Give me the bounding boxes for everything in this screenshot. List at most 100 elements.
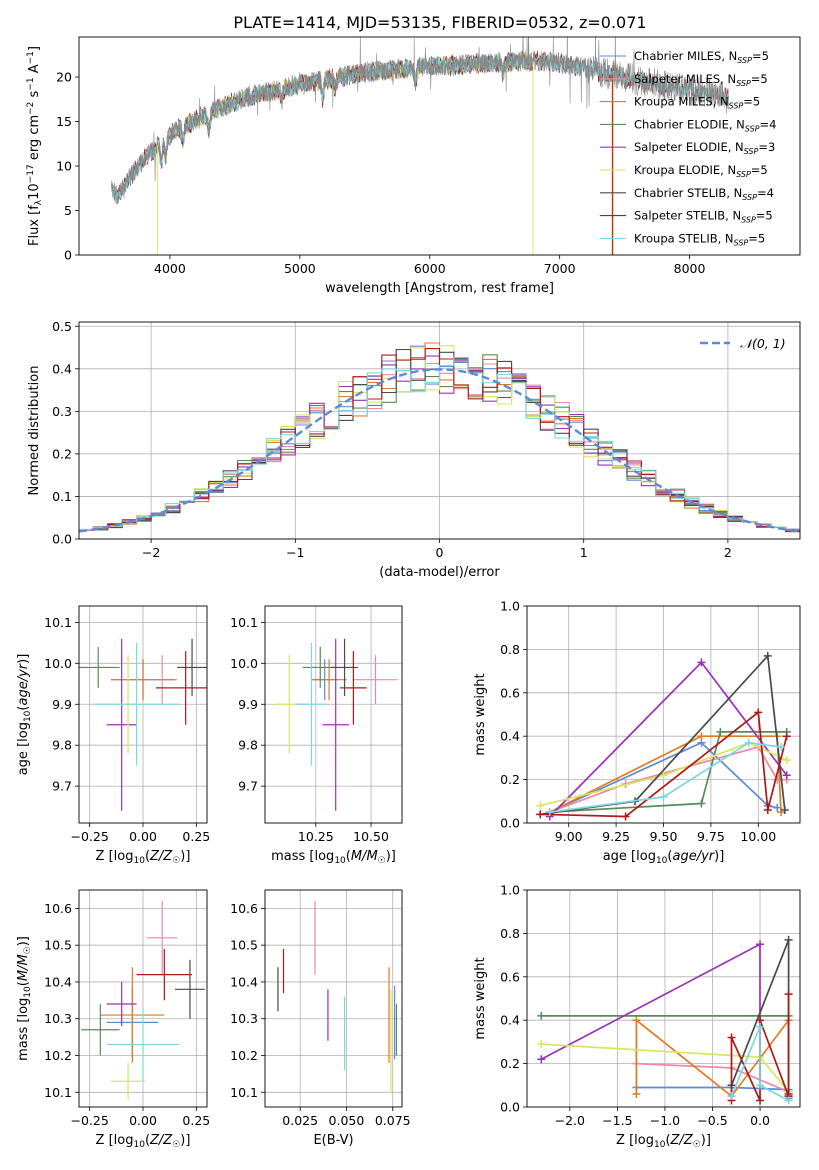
mass-vs-Z-xlabel: Z [log10(Z/Z☉)] [96, 1133, 191, 1150]
age-vs-Z-xlabel-part: Z/Z [149, 849, 173, 864]
age-vs-mass-ytick-label: 9.9 [238, 697, 258, 712]
weight-vs-age-point-marker [659, 771, 668, 780]
legend-entry-tail: =3 [758, 140, 775, 154]
spectrum-ytick-label: 15 [56, 114, 72, 129]
mass-vs-Z-ytick-label: 10.4 [44, 974, 72, 989]
mass-vs-ebv-ytick-label: 10.6 [230, 901, 258, 916]
age-vs-Z-ylabel-part: 10 [23, 710, 33, 722]
weight-vs-Z-series-line [730, 1026, 789, 1102]
weight-vs-Z-xlabel-part: 10 [654, 1140, 666, 1150]
age-vs-Z-ytick-label: 10.1 [44, 615, 72, 630]
mass-vs-Z-xlabel-part: ( [145, 1133, 150, 1148]
weight-vs-age-xtick-label: 9.00 [555, 829, 583, 844]
legend-entry-tail: =5 [748, 231, 765, 245]
legend-entry-tail: =4 [757, 186, 774, 200]
legend-entry-label: Chabrier ELODIE, N [634, 117, 745, 131]
spectrum-xlabel: wavelength [Angstrom, rest frame] [325, 281, 554, 296]
residuals-ytick-label: 0.1 [52, 489, 72, 504]
age-vs-Z-panel: −0.25 0.00 0.259.79.89.910.010.1Z [log10(Z… [16, 605, 210, 866]
residuals-plot-area [79, 322, 800, 539]
mass-vs-Z-xlabel-part: Z [log [96, 1133, 134, 1148]
weight-vs-age-series-line [540, 741, 788, 807]
residuals-xtick-label: 1 [580, 545, 588, 560]
spectrum-ylabel-part: 10 [27, 183, 42, 200]
weight-vs-age-point-marker [763, 805, 772, 814]
residuals-ytick-label: 0.0 [52, 532, 72, 547]
age-vs-mass-xlabel-part: M/M [351, 849, 378, 864]
weight-vs-Z-xlabel-part: Z/Z [670, 1133, 694, 1148]
weight-vs-age-ytick-label: 0.2 [500, 772, 520, 787]
mass-vs-ebv-ytick-label: 10.5 [230, 938, 258, 953]
spectrum-axes-frame [78, 36, 801, 256]
residuals-ylabel: Normed distribution [27, 366, 42, 496]
weight-vs-age-xlabel-part: age [log [603, 849, 656, 864]
legend-entry-sub: SSP [734, 238, 749, 247]
age-vs-Z-plot-area [79, 606, 207, 823]
residuals-xtick-label: 0 [436, 545, 444, 560]
weight-vs-age-xtick-label: 9.75 [697, 829, 725, 844]
age-vs-mass-panel: 10.25 10.50 9.7 9.8 9.9 10.0 10.1 mass [log10(M… [230, 605, 403, 866]
mass-vs-Z-ylabel-part: ☉ [23, 946, 33, 954]
weight-vs-Z-xlabel-part: ☉ [693, 1140, 701, 1150]
weight-vs-age-point-marker [716, 727, 725, 736]
weight-vs-Z-ytick-label: 0.8 [500, 926, 520, 941]
mass-vs-ebv-xtick-label: 0.025 [282, 1113, 318, 1128]
age-vs-mass-xlabel: mass [log10(M/M☉)] [271, 849, 396, 866]
residuals-legend-label: 𝒩(0, 1) [740, 336, 786, 351]
age-vs-Z-xtick-label: −0.25 [71, 829, 109, 844]
age-vs-Z-xlabel: Z [log10(Z/Z☉)] [96, 849, 191, 866]
age-vs-Z-ylabel-part: age/yr [16, 662, 31, 705]
spectrum-panel: 4000 5000 6000 7000 8000 0 5 10 15 20 wavelength [… [26, 36, 801, 296]
mass-vs-Z-ylabel-part: ( [16, 981, 31, 986]
legend-entry: Chabrier MILES, NSSP=5 [634, 49, 769, 65]
mass-vs-ebv-ytick-label: 10.3 [230, 1011, 258, 1026]
legend-entry-tail: =4 [760, 117, 777, 131]
age-vs-Z-ytick-label: 10.0 [44, 656, 72, 671]
spectrum-ylabel-part: −2 [26, 102, 36, 115]
legend-entry: Salpeter MILES, NSSP=5 [634, 72, 768, 88]
weight-vs-Z-point-marker [632, 1016, 641, 1025]
age-vs-mass-ytick-label: 9.7 [238, 779, 258, 794]
spectrum-ytick-label: 0 [64, 248, 72, 263]
spectrum-ylabel-part: −1 [26, 77, 36, 90]
age-vs-Z-ytick-label: 9.8 [52, 738, 72, 753]
spectrum-ytick-label: 20 [56, 70, 72, 85]
weight-vs-Z-point-marker [727, 1033, 736, 1042]
weight-vs-age-plot-area [527, 606, 800, 823]
age-vs-Z-ylabel-part: ( [16, 706, 31, 711]
weight-vs-Z-ytick-label: 0.2 [500, 1056, 520, 1071]
legend-entry-label: Salpeter MILES, N [634, 72, 736, 86]
weight-vs-Z-point-marker [784, 935, 793, 944]
weight-vs-age-point-marker [773, 803, 782, 812]
legend-entry-label: Chabrier STELIB, N [634, 186, 742, 200]
legend-entry-label: Kroupa MILES, N [634, 95, 729, 109]
residuals-ytick-label: 0.2 [52, 446, 72, 461]
weight-vs-age-point-marker [545, 808, 554, 817]
spectrum-xtick-label: 8000 [674, 261, 706, 276]
age-vs-mass-xlabel-part: mass [log [271, 849, 334, 864]
mass-vs-Z-ylabel-part: M/M [16, 954, 31, 981]
legend-entry: Kroupa STELIB, NSSP=5 [634, 231, 765, 247]
age-vs-Z-axes-frame [78, 605, 208, 824]
figure-title: PLATE=1414, MJD=53135, FIBERID=0532, z=0… [233, 13, 646, 32]
age-vs-Z-xlabel-part: ( [145, 849, 150, 864]
weight-vs-age-axes-frame [526, 605, 801, 824]
weight-vs-Z-point-marker [756, 1022, 765, 1031]
legend-entry-sub: SSP [736, 79, 751, 88]
legend-entry-sub: SSP [744, 147, 759, 156]
mass-vs-Z-ylabel-part: mass [log [16, 998, 31, 1061]
weight-vs-Z-xlabel: Z [log10(Z/Z☉)] [616, 1133, 711, 1150]
legend-entry-label: Kroupa ELODIE, N [634, 163, 736, 177]
legend-entry: Kroupa MILES, NSSP=5 [634, 95, 760, 111]
weight-vs-Z-xlabel-part: )] [701, 1133, 711, 1148]
weight-vs-age-ytick-label: 0.4 [500, 729, 520, 744]
weight-vs-Z-xtick-label: −2.0 [555, 1113, 585, 1128]
weight-vs-age-point-marker [777, 743, 786, 752]
weight-vs-age-xlabel-part: 10 [656, 856, 668, 866]
legend-entry: Chabrier STELIB, NSSP=4 [634, 186, 774, 202]
mass-vs-Z-ylabel: mass [log10(M/M☉)] [16, 936, 33, 1061]
age-vs-Z-xtick-label: 0.00 [129, 829, 157, 844]
age-vs-mass-plot-area [265, 606, 402, 823]
weight-vs-age-point-marker [697, 658, 706, 667]
